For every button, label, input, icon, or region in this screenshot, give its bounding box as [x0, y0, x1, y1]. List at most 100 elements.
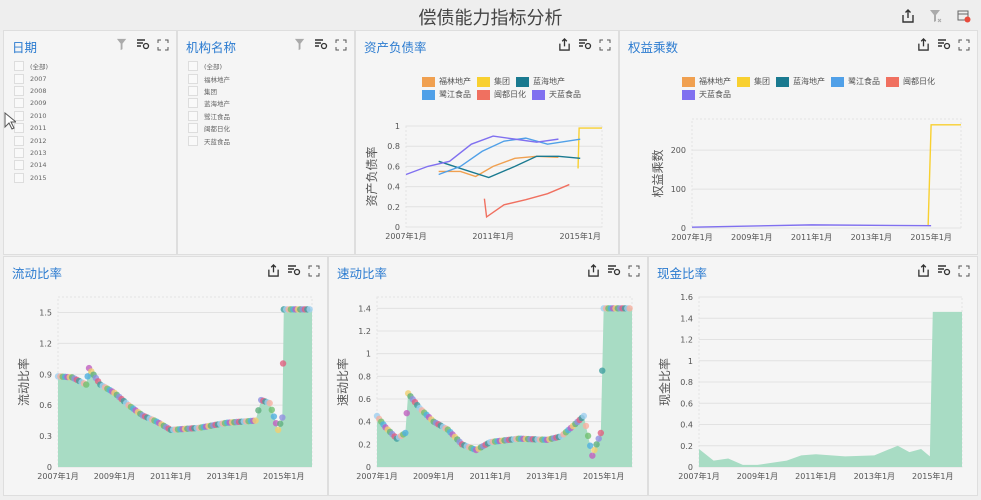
filter-option[interactable]: 2011: [14, 122, 48, 134]
export-icon[interactable]: [916, 263, 931, 278]
checkbox[interactable]: [188, 73, 198, 84]
filter-option[interactable]: 2013: [14, 147, 48, 159]
filter-option[interactable]: (全部): [14, 60, 48, 72]
svg-text:0.4: 0.4: [358, 418, 371, 427]
filter-option[interactable]: 集团: [188, 85, 230, 97]
filter-option[interactable]: 鹭江食品: [188, 110, 230, 122]
checkbox[interactable]: [14, 110, 24, 121]
dashboard-header: 偿债能力指标分析: [0, 0, 981, 32]
legend-item[interactable]: 蓝海地产: [776, 75, 825, 88]
legend-swatch: [477, 76, 490, 87]
filter-option[interactable]: 2008: [14, 85, 48, 97]
checkbox[interactable]: [14, 172, 24, 183]
legend-label: 福林地产: [439, 77, 471, 86]
chart-legend: 福林地产 集团 蓝海地产 鹭江食品 闽都日化天蓝食品: [682, 75, 972, 101]
filter-option[interactable]: 蓝海地产: [188, 97, 230, 109]
export-icon[interactable]: [266, 263, 281, 278]
svg-text:2015年1月: 2015年1月: [583, 471, 624, 481]
checkbox[interactable]: [14, 85, 24, 96]
svg-text:0.2: 0.2: [387, 203, 400, 212]
export-icon[interactable]: [557, 37, 572, 52]
svg-text:1: 1: [395, 122, 400, 131]
fullscreen-icon[interactable]: [956, 263, 971, 278]
legend-item[interactable]: 集团: [737, 75, 770, 88]
search-icon[interactable]: [936, 37, 951, 52]
legend-item[interactable]: 闽都日化: [886, 75, 935, 88]
fullscreen-icon[interactable]: [306, 263, 321, 278]
quick-ratio-chart[interactable]: 0 0.2 0.4 0.6 0.8 1 1.2 1.4 2007年1月 2009年1月 2011年1…: [329, 257, 649, 497]
fullscreen-icon[interactable]: [956, 37, 971, 52]
legend-swatch: [422, 89, 435, 100]
filter-option[interactable]: 福林地产: [188, 72, 230, 84]
fullscreen-icon[interactable]: [155, 37, 170, 52]
clear-filter-icon[interactable]: [927, 7, 945, 25]
svg-text:1.4: 1.4: [680, 314, 693, 323]
checkbox[interactable]: [188, 110, 198, 121]
legend-item[interactable]: 福林地产: [422, 75, 471, 88]
checkbox[interactable]: [14, 147, 24, 158]
equity-multiplier-panel: 权益乘数 福林地产 集团 蓝海地产 鹭江食品 闽都日化天蓝食品 0 100 200 2007年…: [619, 30, 978, 255]
checkbox[interactable]: [188, 98, 198, 109]
legend-item[interactable]: 天蓝食品: [682, 88, 731, 101]
checkbox[interactable]: [14, 135, 24, 146]
svg-text:0.2: 0.2: [680, 442, 693, 451]
filter-option[interactable]: 2010: [14, 110, 48, 122]
filter-option[interactable]: 天蓝食品: [188, 134, 230, 146]
svg-text:2011年1月: 2011年1月: [470, 471, 511, 481]
search-icon[interactable]: [577, 37, 592, 52]
export-icon[interactable]: [586, 263, 601, 278]
legend-item[interactable]: 天蓝食品: [532, 88, 581, 101]
date-filter-title: 日期: [12, 40, 38, 55]
legend-item[interactable]: 福林地产: [682, 75, 731, 88]
svg-text:1.2: 1.2: [358, 327, 371, 336]
filter-option[interactable]: 2007: [14, 72, 48, 84]
svg-text:1.5: 1.5: [39, 308, 52, 317]
fullscreen-icon[interactable]: [626, 263, 641, 278]
search-icon[interactable]: [135, 37, 150, 52]
legend-item[interactable]: 蓝海地产: [516, 75, 565, 88]
legend-label: 蓝海地产: [533, 77, 565, 86]
legend-item[interactable]: 鹭江食品: [422, 88, 471, 101]
checkbox[interactable]: [14, 61, 24, 72]
debt-ratio-chart[interactable]: 0 0.2 0.4 0.6 0.8 1 2007年1月 2011年1月 2015年1月 资产负债率: [356, 31, 620, 256]
fullscreen-icon[interactable]: [597, 37, 612, 52]
y-axis-label: 权益乘数: [650, 149, 665, 197]
y-axis-label: 资产负债率: [364, 146, 379, 206]
calendar-reset-icon[interactable]: [955, 7, 973, 25]
search-icon[interactable]: [313, 37, 328, 52]
mouse-cursor-icon: [4, 111, 18, 134]
filter-option[interactable]: 2014: [14, 159, 48, 171]
checkbox[interactable]: [14, 73, 24, 84]
filter-option[interactable]: (全部): [188, 60, 230, 72]
checkbox[interactable]: [188, 123, 198, 134]
legend-item[interactable]: 鹭江食品: [831, 75, 880, 88]
legend-item[interactable]: 集团: [477, 75, 510, 88]
svg-text:100: 100: [671, 185, 686, 194]
clear-filter-icon[interactable]: [293, 37, 308, 52]
cash-ratio-chart[interactable]: 0 0.2 0.4 0.6 0.8 1 1.2 1.4 1.6 2007年1月 2009年1月 201…: [649, 257, 979, 497]
option-label: 2009: [30, 99, 47, 108]
export-icon[interactable]: [899, 7, 917, 25]
svg-text:0: 0: [366, 463, 371, 472]
search-icon[interactable]: [606, 263, 621, 278]
checkbox[interactable]: [188, 135, 198, 146]
checkbox[interactable]: [188, 85, 198, 96]
filter-option[interactable]: 闽都日化: [188, 122, 230, 134]
svg-text:2007年1月: 2007年1月: [678, 471, 719, 481]
search-icon[interactable]: [936, 263, 951, 278]
current-ratio-chart[interactable]: 0 0.3 0.6 0.9 1.2 1.5 2007年1月 2009年1月 2011年1月 201…: [4, 257, 329, 497]
search-icon[interactable]: [286, 263, 301, 278]
checkbox[interactable]: [188, 61, 198, 72]
export-icon[interactable]: [916, 37, 931, 52]
legend-item[interactable]: 闽都日化: [477, 88, 526, 101]
checkbox[interactable]: [14, 160, 24, 171]
filter-option[interactable]: 2015: [14, 172, 48, 184]
chart-legend: 福林地产 集团 蓝海地产鹭江食品 闽都日化 天蓝食品: [422, 75, 602, 101]
filter-option[interactable]: 2012: [14, 134, 48, 146]
svg-text:2009年1月: 2009年1月: [413, 471, 454, 481]
equity-multiplier-chart[interactable]: 0 100 200 2007年1月 2009年1月 2011年1月 2013年1月 2015年…: [620, 31, 979, 256]
filter-option[interactable]: 2009: [14, 97, 48, 109]
checkbox[interactable]: [14, 98, 24, 109]
clear-filter-icon[interactable]: [115, 37, 130, 52]
fullscreen-icon[interactable]: [333, 37, 348, 52]
